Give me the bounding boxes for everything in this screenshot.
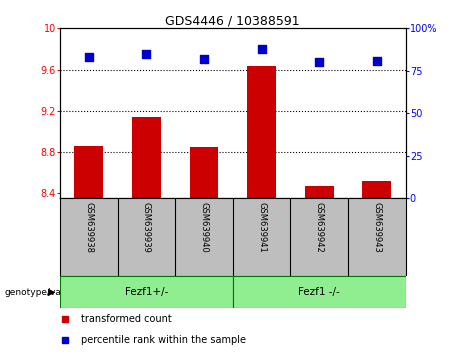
Point	[85, 55, 92, 60]
Bar	[247, 67, 276, 198]
Text: ▶: ▶	[47, 287, 55, 297]
Bar	[74, 146, 103, 198]
Text: GSM639942: GSM639942	[315, 202, 324, 253]
Text: transformed count: transformed count	[81, 314, 171, 324]
Text: GSM639941: GSM639941	[257, 202, 266, 253]
Point	[200, 56, 207, 62]
Text: Fezf1 -/-: Fezf1 -/-	[298, 287, 340, 297]
Text: percentile rank within the sample: percentile rank within the sample	[81, 335, 246, 345]
Bar	[132, 117, 161, 198]
Point	[142, 51, 150, 57]
Bar	[189, 147, 219, 198]
Bar	[60, 276, 233, 308]
Text: GSM639939: GSM639939	[142, 202, 151, 253]
Bar	[305, 186, 334, 198]
Text: genotype/variation: genotype/variation	[5, 287, 91, 297]
Point	[258, 46, 266, 52]
Title: GDS4446 / 10388591: GDS4446 / 10388591	[165, 14, 300, 27]
Text: GSM639938: GSM639938	[84, 202, 93, 253]
Bar	[233, 276, 406, 308]
Text: GSM639940: GSM639940	[200, 202, 208, 253]
Point	[373, 58, 381, 63]
Text: GSM639943: GSM639943	[372, 202, 381, 253]
Bar	[362, 181, 391, 198]
Text: Fezf1+/-: Fezf1+/-	[124, 287, 168, 297]
Point	[315, 59, 323, 65]
